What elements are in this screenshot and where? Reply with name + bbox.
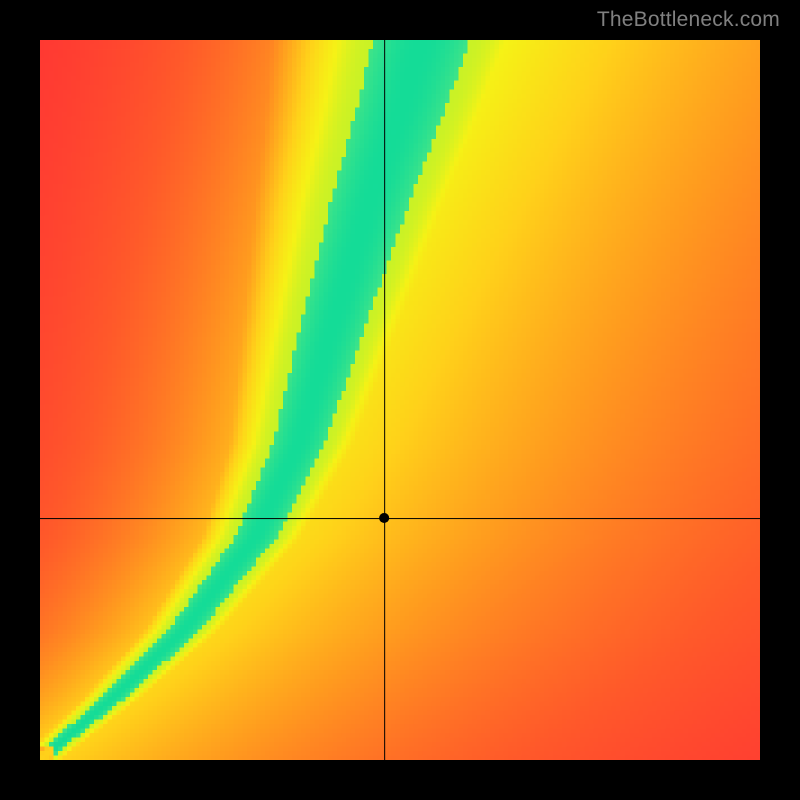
watermark-text: TheBottleneck.com (597, 8, 780, 32)
crosshair-overlay (40, 40, 760, 760)
figure-container: TheBottleneck.com (0, 0, 800, 800)
plot-area (40, 40, 760, 760)
